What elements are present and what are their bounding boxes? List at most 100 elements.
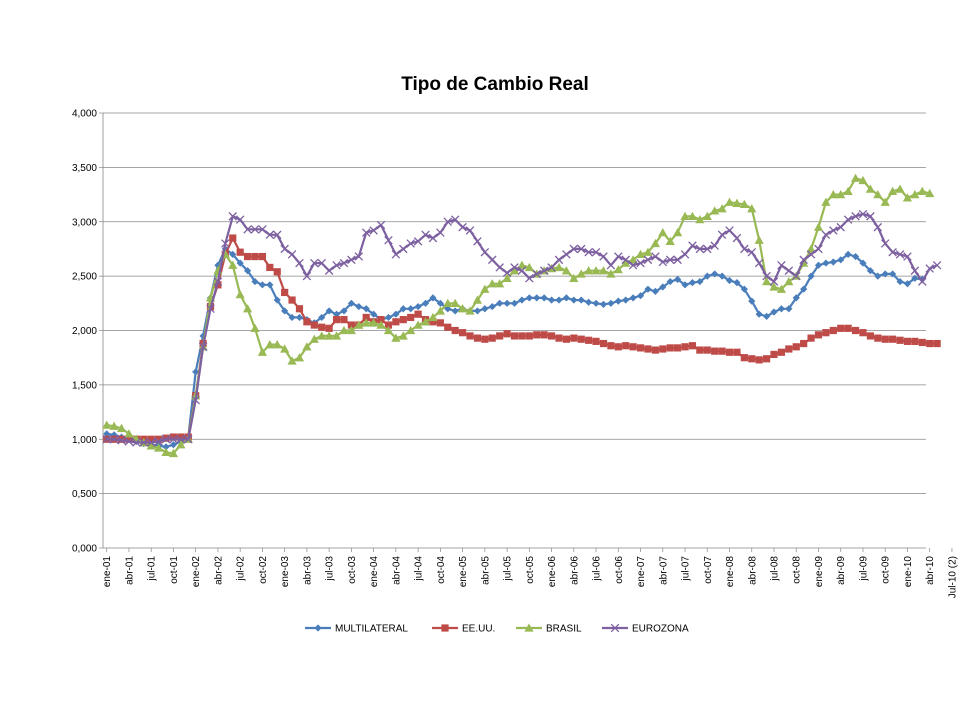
data-point-multilateral (718, 272, 726, 280)
data-point-eurozona (191, 395, 200, 405)
marker-stroke (525, 274, 534, 283)
marker-stroke (532, 269, 542, 279)
data-point-brasil (317, 331, 327, 340)
data-point-eurozona (480, 247, 490, 257)
marker-stroke (636, 258, 645, 268)
data-point-ee-uu (273, 268, 281, 276)
marker-stroke (287, 250, 297, 259)
data-point-multilateral (503, 299, 511, 307)
marker-stroke (873, 222, 883, 232)
x-tick-label: jul-07 (681, 556, 692, 582)
data-point-eurozona (584, 247, 593, 257)
data-point-eurozona (369, 226, 378, 235)
data-point-ee-uu (503, 330, 511, 338)
data-point-eurozona (725, 226, 734, 235)
data-point-brasil (265, 340, 275, 349)
data-point-brasil (487, 279, 497, 288)
data-point-eurozona (510, 263, 519, 272)
data-point-brasil (747, 204, 757, 213)
data-point-ee-uu (392, 318, 400, 326)
data-point-eurozona (213, 277, 223, 286)
series-brasil (102, 173, 935, 458)
data-point-brasil (865, 184, 875, 193)
data-point-eurozona (903, 252, 912, 261)
data-point-multilateral (829, 258, 837, 266)
x-tick-label: abr-05 (480, 556, 491, 585)
data-point-eurozona (450, 215, 460, 224)
marker-stroke (213, 277, 223, 286)
data-point-eurozona (628, 260, 638, 270)
marker-stroke (576, 244, 586, 254)
data-point-ee-uu (362, 313, 370, 322)
data-point-multilateral (874, 272, 882, 280)
data-point-brasil (561, 266, 572, 275)
data-point-eurozona (858, 209, 868, 219)
data-point-brasil (228, 260, 238, 269)
data-point-ee-uu (614, 343, 622, 351)
data-point-ee-uu (829, 326, 837, 335)
x-tick-label: abr-01 (124, 556, 135, 585)
data-point-multilateral (162, 443, 170, 451)
data-point-eurozona (250, 225, 260, 234)
data-point-brasil (902, 193, 913, 202)
data-point-ee-uu (800, 339, 808, 348)
y-tick-label: 1,500 (72, 380, 97, 391)
marker-stroke (258, 225, 267, 234)
data-point-eurozona (821, 230, 831, 240)
marker-stroke (680, 250, 690, 259)
x-tick-label: abr-09 (836, 556, 847, 585)
axes: 0,000 0,500 1,000 1,500 2,000 2,500 3,000 3,500… (72, 109, 958, 599)
data-point-eurozona (235, 215, 245, 224)
data-point-brasil (643, 247, 653, 256)
data-point-multilateral (592, 299, 600, 307)
data-point-eurozona (784, 266, 794, 275)
data-point-multilateral (562, 294, 571, 302)
data-point-eurozona (465, 226, 475, 235)
data-point-eurozona (228, 212, 238, 221)
data-point-multilateral (414, 302, 422, 311)
data-point-eurozona (139, 438, 149, 447)
data-point-ee-uu (592, 337, 600, 345)
data-point-ee-uu (125, 435, 133, 443)
data-point-ee-uu (777, 348, 786, 356)
marker-stroke (821, 230, 831, 240)
data-point-brasil (472, 295, 483, 304)
data-point-brasil (687, 211, 698, 220)
data-point-eurozona (436, 228, 445, 237)
data-point-multilateral (711, 270, 719, 278)
data-point-multilateral (273, 296, 281, 304)
data-point-eurozona (258, 225, 267, 234)
data-point-eurozona (888, 247, 897, 257)
data-point-multilateral (251, 277, 259, 286)
data-point-multilateral (777, 305, 786, 313)
data-point-brasil (761, 276, 772, 286)
data-point-eurozona (406, 239, 415, 248)
data-point-eurozona (272, 230, 282, 240)
data-point-ee-uu (718, 347, 726, 355)
data-point-brasil (102, 420, 112, 429)
data-point-multilateral (622, 296, 630, 304)
data-point-eurozona (673, 255, 682, 265)
marker-stroke (688, 241, 697, 250)
data-point-eurozona (428, 233, 438, 243)
marker-stroke (428, 233, 438, 243)
x-tick-label: abr-08 (747, 556, 758, 585)
data-point-multilateral (674, 275, 682, 283)
marker-stroke (903, 252, 912, 261)
data-point-eurozona (866, 212, 875, 221)
data-point-eurozona (458, 222, 467, 232)
data-point-ee-uu (837, 324, 845, 332)
data-point-eurozona (599, 252, 608, 261)
data-point-eurozona (302, 271, 312, 281)
data-point-brasil (346, 325, 356, 335)
data-point-ee-uu (666, 344, 674, 352)
marker-stroke (184, 434, 193, 444)
data-point-eurozona (754, 258, 764, 268)
data-point-eurozona (221, 239, 230, 248)
data-point-multilateral (748, 297, 756, 305)
data-point-multilateral (229, 250, 237, 258)
marker-stroke (851, 212, 860, 221)
data-point-ee-uu (674, 344, 682, 352)
marker-stroke (829, 226, 838, 235)
x-tick-label: ene-10 (903, 556, 914, 588)
